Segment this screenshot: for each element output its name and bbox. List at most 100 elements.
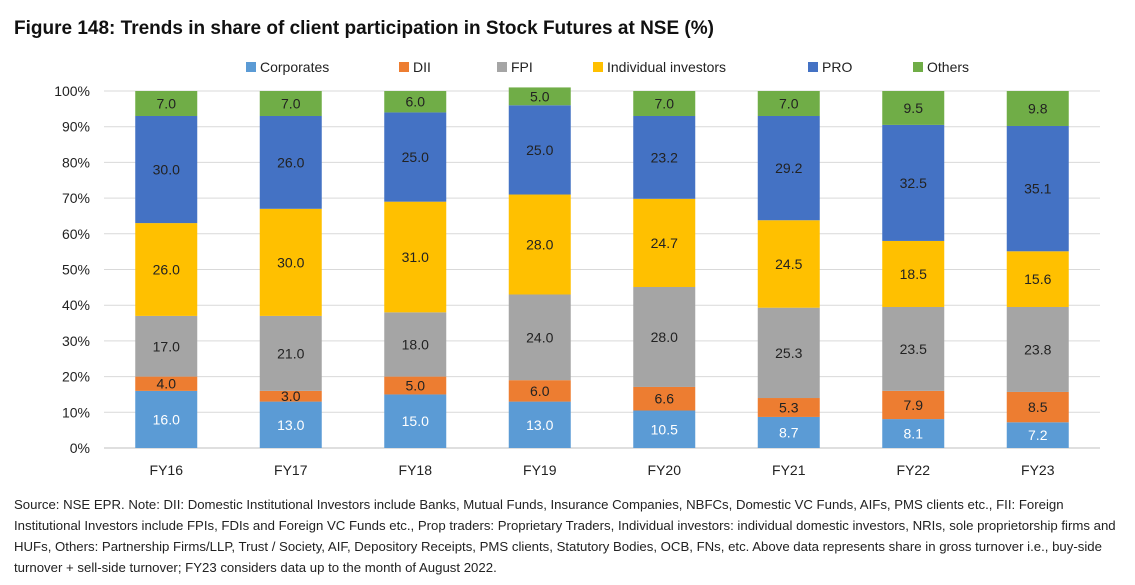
y-tick-label: 80% [62,154,90,170]
data-label: 5.0 [530,88,550,104]
data-label: 6.6 [655,391,675,407]
y-tick-label: 50% [62,262,90,278]
data-label: 8.7 [779,424,799,440]
y-tick-label: 30% [62,333,90,349]
bar-segment-dii [508,380,571,402]
bar-segment-fpi [757,307,820,399]
data-label: 4.0 [157,376,177,392]
bar-segment-fpi [882,306,945,391]
bar-segment-others [1006,91,1069,126]
data-label: 7.0 [779,95,799,111]
bar-segment-corporates [259,401,322,448]
legend-swatch [593,62,603,72]
data-label: 28.0 [526,237,553,253]
bar-segment-pro [882,124,945,241]
legend-swatch [913,62,923,72]
bar-segment-others [882,91,945,125]
bar-segment-corporates [508,401,571,448]
data-label: 24.5 [775,256,802,272]
data-label: 6.0 [406,94,426,110]
data-label: 24.7 [651,235,678,251]
data-label: 9.5 [904,100,924,116]
y-tick-label: 70% [62,190,90,206]
bar-segment-individual-investors [384,201,447,313]
legend-swatch [497,62,507,72]
x-tick-label: FY16 [150,462,184,478]
x-tick-label: FY20 [648,462,682,478]
bar-segment-corporates [1006,422,1069,448]
data-label: 9.8 [1028,100,1048,116]
legend-label: DII [413,59,431,75]
x-tick-label: FY21 [772,462,806,478]
x-tick-label: FY18 [399,462,433,478]
bar-segment-individual-investors [1006,251,1069,307]
bar-segment-individual-investors [135,223,198,316]
y-axis: 0% 10% 20% 30% 40% 50% 60% 70% 80% 90% 100% [54,83,90,456]
bar-segment-corporates [135,390,198,448]
x-tick-label: FY17 [274,462,308,478]
data-label: 18.0 [402,336,429,352]
data-label: 5.3 [779,399,799,415]
bar-segment-others [384,91,447,113]
bar-segment-corporates [757,416,820,448]
data-label: 15.6 [1024,271,1051,287]
bar-segment-corporates [384,394,447,448]
bar-segment-dii [135,376,198,391]
bar-segment-dii [1006,391,1069,423]
legend-label: Corporates [260,59,329,75]
bar-segment-corporates [633,410,696,448]
data-label: 28.0 [651,329,678,345]
legend-label: Individual investors [607,59,726,75]
data-label: 30.0 [277,254,304,270]
y-tick-label: 60% [62,226,90,242]
bar-segment-pro [135,115,198,224]
data-label: 3.0 [281,388,301,404]
data-label: 6.0 [530,383,550,399]
x-tick-label: FY23 [1021,462,1055,478]
bar-segment-pro [508,105,571,195]
data-label: 25.0 [402,149,429,165]
data-label: 29.2 [775,160,802,176]
y-tick-label: 10% [62,404,90,420]
x-axis: FY16 FY17 FY18 FY19 FY20 FY21 FY22 FY23 [150,462,1055,478]
data-label: 23.5 [900,341,927,357]
data-label: 7.9 [904,397,924,413]
x-tick-label: FY19 [523,462,557,478]
bar-segment-others [633,91,696,116]
data-label: 10.5 [651,421,678,437]
legend-label: Others [927,59,969,75]
bar-segment-fpi [384,312,447,377]
data-label: 26.0 [277,154,304,170]
data-label: 21.0 [277,345,304,361]
data-label: 15.0 [402,413,429,429]
bar-segment-fpi [633,286,696,387]
bar-segment-fpi [508,294,571,381]
data-label: 18.5 [900,266,927,282]
y-tick-label: 20% [62,369,90,385]
y-tick-label: 90% [62,119,90,135]
data-label: 7.2 [1028,427,1048,443]
legend-swatch [399,62,409,72]
bar-segment-fpi [135,315,198,377]
chart-title: Figure 148: Trends in share of client pa… [14,18,714,39]
legend-swatch [808,62,818,72]
data-label: 23.2 [651,149,678,165]
data-label: 25.3 [775,345,802,361]
data-label: 32.5 [900,175,927,191]
bar-segment-individual-investors [633,198,696,287]
data-label: 26.0 [153,262,180,278]
data-label: 13.0 [277,417,304,433]
x-tick-label: FY22 [897,462,931,478]
data-label: 31.0 [402,249,429,265]
bar-segment-pro [757,115,820,221]
bar-segment-pro [384,112,447,202]
data-label: 7.0 [157,95,177,111]
stacked-bar-chart: Corporates DII FPI Individual investors PRO O… [54,59,1100,478]
bar-segment-corporates [882,419,945,448]
bar-segment-others [757,91,820,116]
bar-segment-individual-investors [259,208,322,316]
bar-segment-dii [384,376,447,395]
bar-segment-fpi [259,315,322,391]
y-tick-label: 40% [62,297,90,313]
data-label: 7.0 [281,95,301,111]
